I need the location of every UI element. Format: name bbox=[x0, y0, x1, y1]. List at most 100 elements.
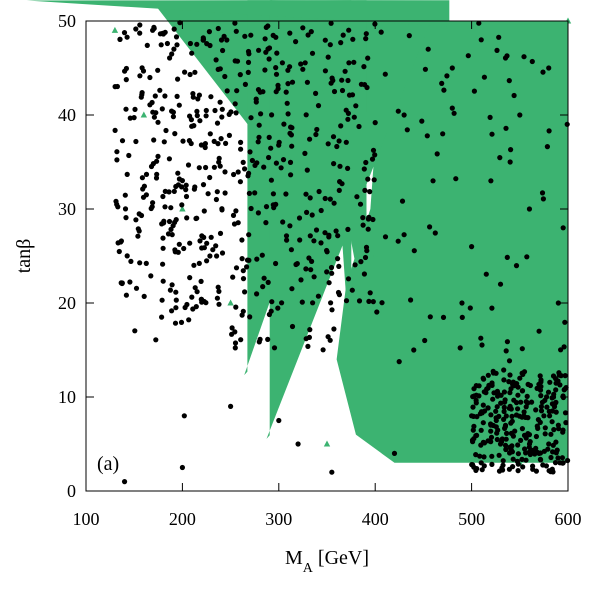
circle-point bbox=[179, 202, 185, 208]
circle-point bbox=[336, 263, 342, 269]
circle-point bbox=[537, 419, 543, 425]
circle-point bbox=[501, 367, 507, 373]
circle-point bbox=[240, 308, 246, 314]
circle-point bbox=[123, 292, 129, 298]
circle-point bbox=[345, 116, 351, 122]
circle-point bbox=[513, 263, 520, 269]
circle-point bbox=[307, 195, 313, 201]
circle-point bbox=[440, 314, 447, 320]
circle-point bbox=[361, 64, 367, 70]
circle-point bbox=[154, 171, 160, 177]
circle-point bbox=[469, 462, 475, 468]
circle-point bbox=[161, 139, 167, 145]
circle-point bbox=[538, 383, 544, 390]
circle-point bbox=[525, 381, 531, 387]
circle-point bbox=[191, 262, 197, 268]
plot-frame bbox=[85, 20, 569, 492]
circle-point bbox=[494, 404, 500, 410]
circle-point bbox=[201, 208, 207, 214]
circle-point bbox=[544, 404, 550, 410]
circle-point bbox=[133, 217, 139, 223]
circle-point bbox=[203, 164, 209, 171]
circle-point bbox=[233, 265, 240, 271]
circle-point bbox=[521, 409, 527, 415]
circle-point bbox=[160, 235, 166, 241]
circle-point bbox=[213, 196, 219, 203]
circle-point bbox=[526, 206, 533, 212]
circle-point bbox=[314, 126, 320, 133]
circle-point bbox=[232, 20, 238, 26]
circle-point bbox=[330, 77, 336, 84]
circle-point bbox=[260, 89, 266, 95]
x-tick-label: 100 bbox=[73, 509, 100, 529]
circle-point bbox=[218, 37, 225, 43]
circle-point bbox=[553, 387, 559, 393]
circle-point bbox=[303, 266, 309, 272]
circle-point bbox=[172, 219, 178, 225]
circle-point bbox=[358, 81, 364, 87]
circle-point bbox=[218, 136, 224, 142]
circle-point bbox=[506, 358, 513, 364]
circle-point bbox=[563, 420, 569, 426]
circle-point bbox=[289, 323, 296, 330]
circle-point bbox=[520, 464, 526, 470]
circle-point bbox=[159, 106, 165, 112]
x-tick-label: 200 bbox=[169, 509, 196, 529]
circle-point bbox=[552, 460, 559, 466]
circle-point bbox=[322, 230, 328, 236]
circle-point bbox=[551, 427, 557, 433]
circle-point bbox=[216, 159, 222, 165]
circle-point bbox=[345, 226, 351, 232]
circle-point bbox=[560, 225, 566, 231]
circle-point bbox=[324, 269, 330, 275]
x-axis-title: MA [GeV] bbox=[285, 547, 369, 576]
circle-point bbox=[546, 128, 552, 134]
circle-point bbox=[221, 33, 227, 40]
circle-point bbox=[504, 430, 510, 436]
circle-point bbox=[256, 47, 262, 53]
circle-point bbox=[257, 336, 263, 342]
circle-point bbox=[365, 226, 371, 232]
circle-point bbox=[242, 33, 248, 39]
circle-point bbox=[331, 200, 337, 206]
circle-point bbox=[200, 182, 207, 188]
circle-point bbox=[471, 88, 477, 94]
circle-point bbox=[273, 160, 279, 166]
circle-point bbox=[128, 258, 134, 264]
circle-point bbox=[509, 443, 515, 449]
circle-point bbox=[453, 176, 459, 182]
circle-point bbox=[121, 479, 128, 485]
triangle-point bbox=[323, 440, 331, 447]
circle-point bbox=[244, 264, 250, 270]
x-tick-label: 400 bbox=[362, 509, 389, 529]
circle-point bbox=[172, 320, 179, 326]
circle-point bbox=[254, 160, 260, 166]
circle-point bbox=[560, 429, 566, 435]
circle-point bbox=[345, 110, 351, 116]
circle-point bbox=[121, 29, 128, 36]
circle-point bbox=[504, 254, 510, 260]
circle-point bbox=[489, 305, 495, 311]
circle-point bbox=[149, 204, 155, 210]
circle-point bbox=[232, 101, 238, 107]
circle-point bbox=[564, 121, 570, 127]
circle-point bbox=[228, 403, 234, 409]
y-tick-labels: 0 10 20 30 40 50 bbox=[58, 11, 76, 501]
circle-point bbox=[471, 423, 477, 429]
circle-point bbox=[138, 94, 144, 100]
circle-point bbox=[289, 79, 296, 85]
circle-point bbox=[256, 134, 262, 140]
circle-point bbox=[148, 273, 154, 279]
circle-point bbox=[136, 228, 142, 234]
circle-point bbox=[147, 74, 153, 81]
circle-point bbox=[280, 157, 287, 163]
circle-point bbox=[467, 305, 473, 311]
circle-point bbox=[480, 375, 486, 381]
y-tick-label: 30 bbox=[58, 199, 76, 219]
circle-point bbox=[187, 71, 193, 78]
circle-point bbox=[201, 234, 207, 240]
circle-point bbox=[273, 260, 279, 267]
circle-point bbox=[481, 454, 487, 460]
circle-point bbox=[366, 298, 372, 304]
circle-point bbox=[362, 187, 368, 193]
